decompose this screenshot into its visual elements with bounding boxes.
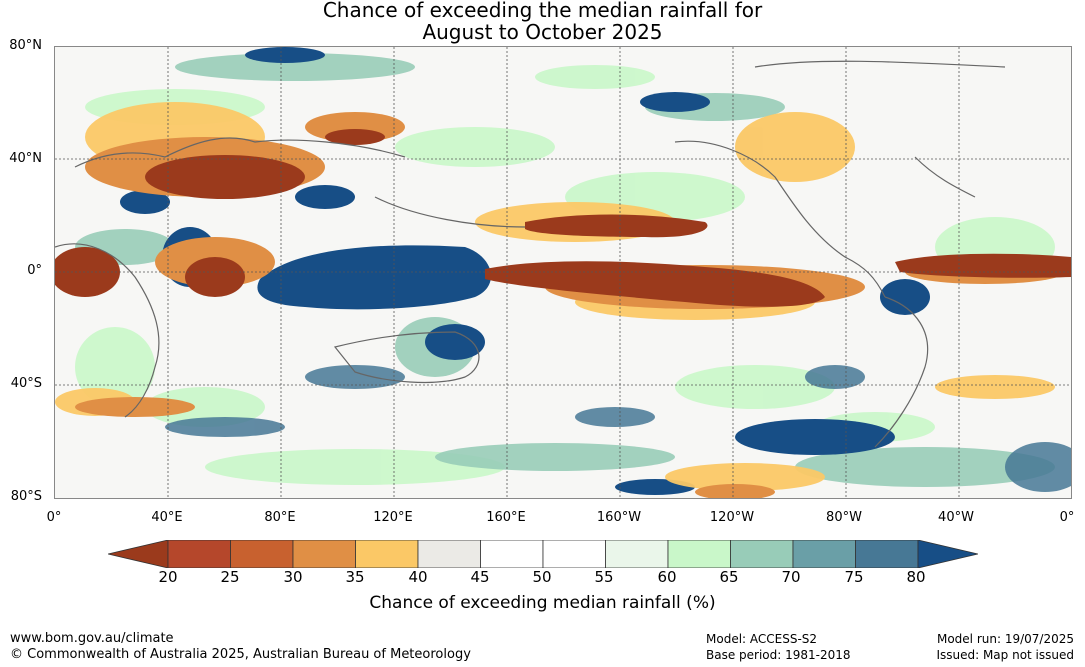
colorbar-segments (108, 540, 978, 568)
map-title-line-1: Chance of exceeding the median rainfall … (322, 0, 763, 22)
lon-label-160w: 160°W (596, 510, 642, 525)
footer-issued: Issued: Map not issued (936, 648, 1074, 662)
colorbar (108, 540, 978, 568)
footer-model-run: Model run: 19/07/2025 (936, 632, 1074, 646)
colorbar-tick-60: 60 (657, 568, 677, 586)
colorbar-tick-25: 25 (220, 568, 240, 586)
colorbar-tick-50: 50 (532, 568, 552, 586)
lon-label-80w: 80°W (826, 510, 862, 525)
lat-label-40n: 40°N (9, 151, 42, 166)
colorbar-segment (542, 540, 606, 568)
colorbar-tick-80: 80 (906, 568, 926, 586)
colorbar-segment (792, 540, 856, 568)
colorbar-tick-30: 30 (283, 568, 303, 586)
footer-copyright: © Commonwealth of Australia 2025, Austra… (10, 647, 471, 662)
lon-label-120e: 120°E (373, 510, 413, 525)
colorbar-segment (417, 540, 481, 568)
colorbar-segment (292, 540, 356, 568)
colorbar-segment (167, 540, 231, 568)
colorbar-tick-45: 45 (470, 568, 490, 586)
lon-label-80e: 80°E (264, 510, 296, 525)
colorbar-tick-65: 65 (719, 568, 739, 586)
map-title-line-2: August to October 2025 (422, 20, 663, 44)
colorbar-segment (605, 540, 669, 568)
lon-label-40w: 40°W (938, 510, 974, 525)
lat-label-equator: 0° (27, 263, 42, 278)
colorbar-segment (230, 540, 294, 568)
graticule (55, 47, 1071, 498)
coastlines (55, 60, 1006, 448)
lon-label-120w: 120°W (709, 510, 755, 525)
colorbar-tick-40: 40 (408, 568, 428, 586)
lat-label-80s: 80°S (10, 489, 42, 504)
lat-label-40s: 40°S (10, 376, 42, 391)
colorbar-extension-high (917, 540, 978, 568)
colorbar-tick-55: 55 (594, 568, 614, 586)
lon-label-160e: 160°E (486, 510, 526, 525)
footer-website: www.bom.gov.au/climate (10, 631, 174, 646)
colorbar-segment (855, 540, 919, 568)
footer-base-period: Base period: 1981-2018 (706, 648, 851, 662)
dark-brown-regions (55, 129, 1071, 307)
colorbar-segment (480, 540, 544, 568)
footer-model: Model: ACCESS-S2 (706, 632, 818, 646)
map-svg (55, 47, 1071, 498)
colorbar-label: Chance of exceeding median rainfall (%) (369, 593, 716, 613)
colorbar-tick-20: 20 (158, 568, 178, 586)
lat-label-80n: 80°N (9, 38, 42, 53)
light-green-regions (75, 65, 1055, 485)
lon-label-0: 0° (46, 510, 62, 525)
colorbar-tick-75: 75 (844, 568, 864, 586)
colorbar-segment (667, 540, 731, 568)
lon-label-0-east: 0° (1059, 510, 1075, 525)
colorbar-segment (355, 540, 419, 568)
colorbar-tick-35: 35 (345, 568, 365, 586)
colorbar-segment (730, 540, 794, 568)
lon-label-40e: 40°E (151, 510, 183, 525)
blue-regions (165, 365, 1071, 492)
colorbar-extension-low (108, 540, 169, 568)
colorbar-tick-70: 70 (781, 568, 801, 586)
rainfall-outlook-map (54, 46, 1072, 499)
